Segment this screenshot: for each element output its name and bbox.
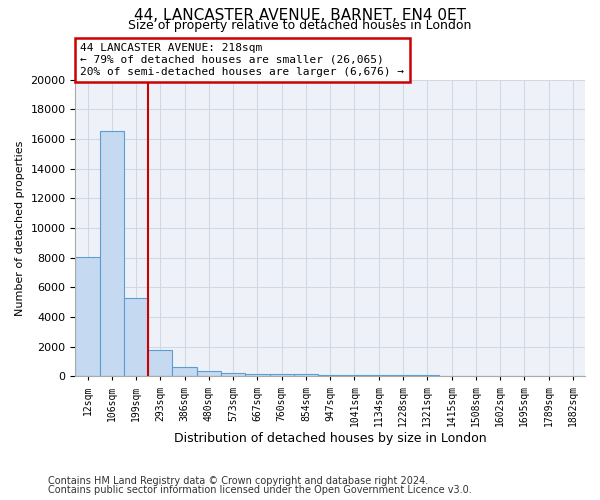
Bar <box>100 132 124 376</box>
Bar <box>367 375 391 376</box>
Text: 44, LANCASTER AVENUE, BARNET, EN4 0ET: 44, LANCASTER AVENUE, BARNET, EN4 0ET <box>134 8 466 22</box>
Y-axis label: Number of detached properties: Number of detached properties <box>15 140 25 316</box>
Bar <box>343 375 367 376</box>
Text: Contains public sector information licensed under the Open Government Licence v3: Contains public sector information licen… <box>48 485 472 495</box>
Bar <box>197 371 221 376</box>
Text: Size of property relative to detached houses in London: Size of property relative to detached ho… <box>128 18 472 32</box>
Bar <box>124 298 148 376</box>
Bar <box>318 375 343 376</box>
Bar <box>148 350 172 376</box>
Bar <box>221 372 245 376</box>
Bar <box>245 374 269 376</box>
Bar <box>269 374 294 376</box>
Bar <box>76 257 100 376</box>
Text: 44 LANCASTER AVENUE: 218sqm
← 79% of detached houses are smaller (26,065)
20% of: 44 LANCASTER AVENUE: 218sqm ← 79% of det… <box>80 44 404 76</box>
Bar <box>294 374 318 376</box>
Bar <box>172 366 197 376</box>
X-axis label: Distribution of detached houses by size in London: Distribution of detached houses by size … <box>174 432 487 445</box>
Text: Contains HM Land Registry data © Crown copyright and database right 2024.: Contains HM Land Registry data © Crown c… <box>48 476 428 486</box>
